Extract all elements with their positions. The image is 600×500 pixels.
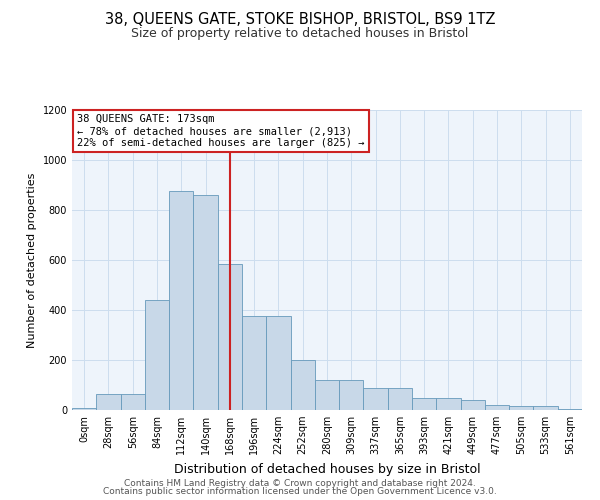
Bar [436, 398, 461, 410]
Bar [364, 388, 388, 410]
Bar [461, 400, 485, 410]
Bar [558, 409, 582, 410]
Bar [193, 195, 218, 410]
Bar [121, 394, 145, 410]
Text: 38, QUEENS GATE, STOKE BISHOP, BRISTOL, BS9 1TZ: 38, QUEENS GATE, STOKE BISHOP, BRISTOL, … [105, 12, 495, 28]
Bar [72, 408, 96, 410]
Y-axis label: Number of detached properties: Number of detached properties [27, 172, 37, 348]
Bar [242, 316, 266, 410]
Bar [169, 191, 193, 410]
Bar [412, 398, 436, 410]
Bar [315, 380, 339, 410]
Bar [266, 316, 290, 410]
Bar [485, 405, 509, 410]
Bar [533, 406, 558, 410]
Bar [145, 300, 169, 410]
Bar [96, 394, 121, 410]
Bar [388, 388, 412, 410]
Bar [509, 406, 533, 410]
Bar [339, 380, 364, 410]
Bar [218, 264, 242, 410]
Text: Contains public sector information licensed under the Open Government Licence v3: Contains public sector information licen… [103, 488, 497, 496]
Text: 38 QUEENS GATE: 173sqm
← 78% of detached houses are smaller (2,913)
22% of semi-: 38 QUEENS GATE: 173sqm ← 78% of detached… [77, 114, 365, 148]
Text: Size of property relative to detached houses in Bristol: Size of property relative to detached ho… [131, 28, 469, 40]
Text: Contains HM Land Registry data © Crown copyright and database right 2024.: Contains HM Land Registry data © Crown c… [124, 478, 476, 488]
X-axis label: Distribution of detached houses by size in Bristol: Distribution of detached houses by size … [173, 462, 481, 475]
Bar [290, 360, 315, 410]
